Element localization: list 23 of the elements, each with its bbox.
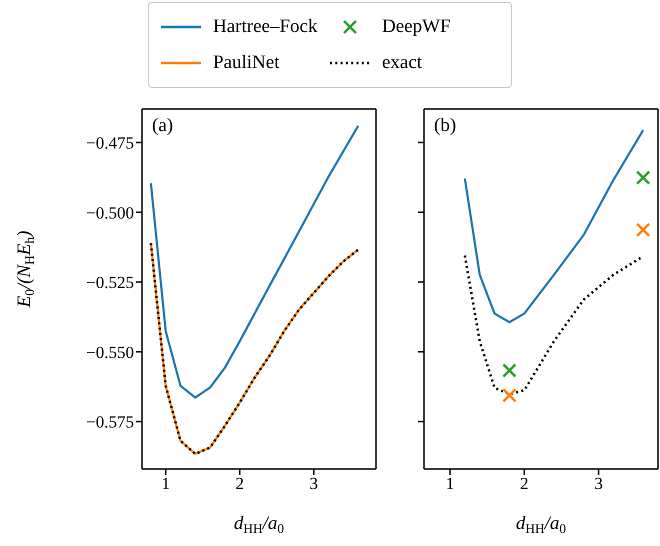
point xyxy=(502,363,517,378)
y-tick-label: −0.575 xyxy=(86,412,134,432)
x-tick-label: 2 xyxy=(520,474,529,494)
annotation: (a) xyxy=(152,115,174,137)
legend-label: PauliNet xyxy=(213,52,280,74)
x-tick-label: 3 xyxy=(310,474,318,494)
point xyxy=(636,170,650,185)
point xyxy=(502,388,517,403)
x-tick-label: 1 xyxy=(161,474,170,494)
legend-label: DeepWF xyxy=(382,16,451,38)
y-tick-label: −0.550 xyxy=(86,342,134,362)
x-axis-title: d$_{HH}$/a$_{0}$ xyxy=(516,513,566,536)
point xyxy=(636,222,650,238)
x-tick-label: 2 xyxy=(235,474,244,494)
x-tick-label: 1 xyxy=(446,474,454,494)
x-tick-label: 3 xyxy=(594,474,603,494)
y-tick-label: −0.525 xyxy=(86,273,134,292)
legend-label: exact xyxy=(382,52,422,74)
y-tick-label: −0.475 xyxy=(86,134,134,153)
y-tick-label: −0.500 xyxy=(86,203,134,222)
annotation: (b) xyxy=(434,115,456,137)
legend-label: Hartree–Fock xyxy=(213,16,318,38)
x-axis-title: d$_{HH}$/a$_{0}$ xyxy=(234,513,284,536)
